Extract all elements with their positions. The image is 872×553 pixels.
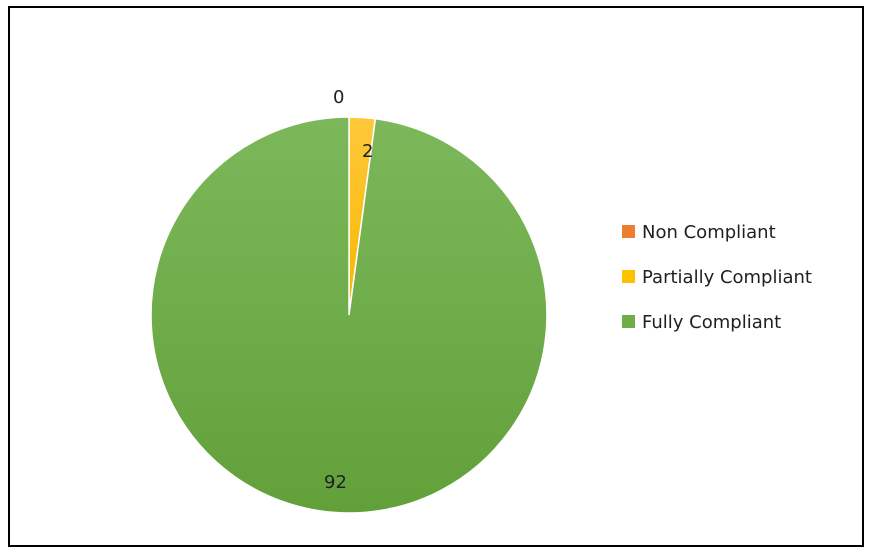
data-label-fully-compliant: 92 bbox=[324, 472, 347, 493]
data-label-partially-compliant: 2 bbox=[362, 141, 373, 162]
legend-swatch-non-compliant bbox=[622, 225, 635, 238]
data-label-non-compliant: 0 bbox=[333, 87, 344, 108]
pie-chart: 0 2 92 Non Compliant Partially Compliant Ful… bbox=[150, 87, 812, 514]
legend-swatch-fully-compliant bbox=[622, 315, 635, 328]
legend-label-partially-compliant: Partially Compliant bbox=[642, 267, 812, 288]
chart-frame: 0 2 92 Non Compliant Partially Compliant Ful… bbox=[8, 6, 864, 547]
legend-swatch-partially-compliant bbox=[622, 270, 635, 283]
legend-label-non-compliant: Non Compliant bbox=[642, 222, 776, 243]
slice-fully-compliant bbox=[150, 116, 548, 514]
legend-label-fully-compliant: Fully Compliant bbox=[642, 312, 781, 333]
